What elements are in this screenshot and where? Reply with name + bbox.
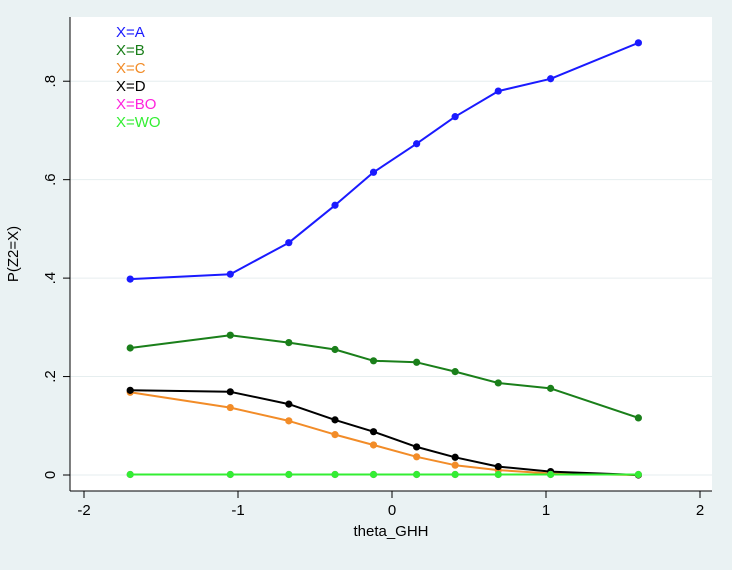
data-point: [331, 416, 339, 424]
legend-entry: X=A: [116, 24, 145, 41]
data-point: [331, 201, 339, 209]
data-point: [331, 345, 339, 354]
data-point: [634, 470, 643, 479]
data-point: [494, 470, 502, 479]
axes: 0 .2 .4 .6 .8 -2 -1 0 1 2: [42, 17, 712, 519]
x-tick-label: 0: [388, 502, 396, 519]
legend-entry: X=BO: [116, 96, 156, 113]
data-point: [126, 386, 134, 394]
data-point: [634, 39, 643, 47]
legend-entry: X=D: [116, 78, 146, 95]
y-tick-label: 0: [42, 471, 59, 479]
data-point: [494, 87, 502, 95]
data-point: [331, 431, 339, 439]
data-point: [331, 470, 339, 479]
data-point: [226, 403, 234, 412]
x-tick-label: 2: [696, 502, 704, 519]
x-tick-label: -1: [231, 502, 244, 519]
legend: X=AX=BX=CX=DX=BOX=WO: [116, 24, 161, 131]
x-axis-label: theta_GHH: [353, 523, 428, 540]
data-point: [547, 470, 555, 479]
x-tick-label: -2: [77, 502, 90, 519]
series-layer: [126, 39, 643, 479]
data-point: [369, 441, 378, 449]
data-point: [369, 470, 378, 479]
data-point: [126, 275, 134, 283]
data-point: [369, 428, 378, 436]
data-point: [451, 470, 459, 479]
legend-entry: X=B: [116, 42, 145, 59]
data-point: [451, 453, 459, 461]
series-X=WO: [126, 470, 643, 479]
data-point: [285, 417, 293, 425]
data-point: [547, 75, 555, 83]
series-X=B: [126, 331, 643, 422]
data-point: [451, 368, 459, 376]
y-axis-label: P(Z2=X): [5, 226, 22, 282]
data-point: [285, 239, 293, 247]
series-line: [130, 41, 639, 281]
data-point: [451, 461, 459, 469]
data-point: [285, 470, 293, 479]
data-point: [634, 414, 643, 422]
data-point: [226, 470, 234, 479]
data-point: [413, 140, 421, 148]
data-point: [494, 379, 502, 387]
data-point: [413, 470, 421, 479]
data-point: [494, 463, 502, 471]
data-point: [547, 384, 555, 392]
series-line: [130, 391, 639, 476]
series-line: [130, 389, 639, 476]
legend-entry: X=WO: [116, 114, 161, 131]
data-point: [369, 168, 378, 176]
y-tick-label: .8: [42, 75, 59, 88]
data-point: [285, 338, 293, 347]
x-tick-label: 1: [542, 502, 550, 519]
data-point: [226, 331, 234, 339]
data-point: [413, 453, 421, 461]
y-tick-label: .4: [42, 272, 59, 285]
data-point: [285, 400, 293, 408]
series-X=A: [126, 39, 643, 283]
data-point: [413, 443, 421, 451]
series-line: [130, 334, 639, 419]
data-point: [126, 344, 134, 352]
data-point: [226, 270, 234, 278]
plot-background: [70, 17, 712, 491]
data-point: [413, 358, 421, 366]
legend-entry: X=C: [116, 60, 146, 77]
data-point: [369, 357, 378, 365]
data-point: [451, 113, 459, 121]
y-tick-label: .2: [42, 370, 59, 383]
y-tick-label: .6: [42, 173, 59, 186]
data-point: [226, 388, 234, 396]
data-point: [126, 470, 134, 479]
